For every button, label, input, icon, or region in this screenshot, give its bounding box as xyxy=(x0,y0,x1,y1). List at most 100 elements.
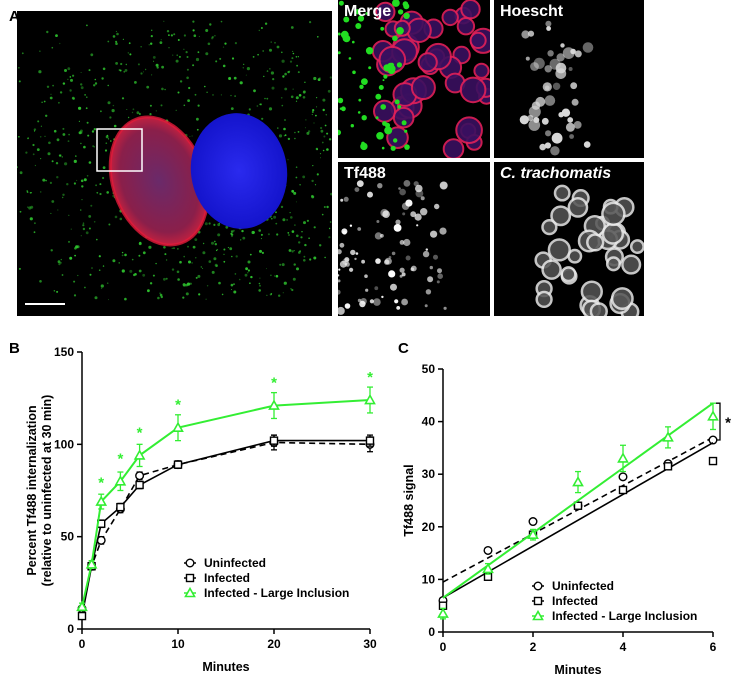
green-speck xyxy=(172,54,174,56)
green-speck xyxy=(177,248,179,250)
green-speck xyxy=(58,263,61,266)
green-speck xyxy=(111,109,115,113)
tf488-spot xyxy=(405,255,411,261)
green-speck xyxy=(290,288,292,290)
green-speck xyxy=(175,59,179,63)
green-speck xyxy=(219,57,222,60)
green-speck xyxy=(149,113,152,116)
data-point-triangle xyxy=(532,609,544,621)
green-speck xyxy=(18,267,21,270)
green-speck xyxy=(33,128,37,131)
tf488-spot xyxy=(338,274,340,277)
green-speck xyxy=(88,227,91,230)
hoescht-spot xyxy=(555,68,567,79)
panel-letter-a: A xyxy=(9,8,20,25)
tf488-spot xyxy=(376,220,380,223)
green-speck xyxy=(324,124,327,127)
legend-label: Infected - Large Inclusion xyxy=(204,586,349,600)
green-speck xyxy=(134,81,137,84)
green-speck xyxy=(191,135,193,137)
hoescht-spot xyxy=(535,96,546,107)
green-speck xyxy=(59,42,61,45)
green-speck xyxy=(322,98,326,102)
green-speck xyxy=(302,90,306,94)
green-speck xyxy=(101,287,103,289)
tf488-spot xyxy=(410,211,417,218)
green-speck xyxy=(214,34,216,37)
green-speck xyxy=(279,263,282,266)
merge-green-speck xyxy=(365,47,374,55)
green-speck xyxy=(21,52,24,55)
green-speck xyxy=(39,136,42,138)
green-speck xyxy=(163,246,166,249)
green-speck xyxy=(39,191,42,193)
green-speck xyxy=(74,254,76,257)
green-speck xyxy=(55,34,58,37)
green-speck xyxy=(161,65,165,69)
green-speck xyxy=(233,229,235,232)
green-speck xyxy=(67,140,70,143)
green-speck xyxy=(129,269,133,273)
green-speck xyxy=(80,235,82,237)
green-speck xyxy=(297,71,300,74)
green-speck xyxy=(115,62,118,65)
merge-green-speck xyxy=(401,120,407,126)
green-speck xyxy=(327,89,331,93)
green-speck xyxy=(78,120,80,122)
green-speck xyxy=(85,107,88,110)
green-speck xyxy=(208,222,211,225)
green-speck xyxy=(164,88,166,91)
green-speck xyxy=(68,240,70,243)
data-point-triangle xyxy=(95,495,108,506)
green-speck xyxy=(306,219,309,222)
green-speck xyxy=(295,56,298,58)
green-speck xyxy=(27,137,29,139)
legend-label: Uninfected xyxy=(552,579,614,593)
panel-letter-b: B xyxy=(9,340,20,357)
green-speck xyxy=(73,182,76,185)
green-speck xyxy=(260,27,263,29)
merge-green-speck xyxy=(381,146,385,150)
data-point-circle xyxy=(185,558,195,568)
merge-image xyxy=(338,0,490,158)
green-speck xyxy=(37,120,40,123)
data-point-triangle xyxy=(268,399,280,410)
series-triangle xyxy=(76,386,376,612)
tf488-spot xyxy=(388,270,396,278)
green-speck xyxy=(204,85,206,88)
green-speck xyxy=(267,233,270,236)
ctrachomatis-body xyxy=(567,197,589,218)
green-speck xyxy=(211,241,214,245)
green-speck xyxy=(263,75,265,78)
green-speck xyxy=(282,218,286,222)
green-speck xyxy=(155,63,159,67)
green-speck xyxy=(281,51,283,54)
green-speck xyxy=(223,253,225,255)
green-speck xyxy=(185,51,188,54)
green-speck xyxy=(163,277,166,281)
tf488-spot xyxy=(339,242,345,248)
green-speck xyxy=(151,29,153,31)
green-speck xyxy=(80,179,84,183)
green-speck xyxy=(18,67,20,69)
data-point-triangle xyxy=(662,431,674,442)
green-speck xyxy=(330,192,332,196)
green-speck xyxy=(121,254,124,257)
green-speck xyxy=(73,159,77,163)
data-point-triangle xyxy=(617,452,629,463)
ctrachomatis-body xyxy=(601,222,625,245)
green-speck xyxy=(151,74,153,76)
green-speck xyxy=(89,273,92,276)
tf488-spot xyxy=(437,273,443,279)
green-speck xyxy=(215,60,218,63)
green-speck xyxy=(328,236,331,239)
data-point-square xyxy=(116,502,125,512)
green-speck xyxy=(197,274,201,278)
green-speck xyxy=(244,273,248,277)
green-speck xyxy=(293,191,297,195)
green-speck xyxy=(131,258,134,261)
green-speck xyxy=(148,44,150,46)
green-speck xyxy=(214,243,217,246)
green-speck xyxy=(290,95,294,99)
green-speck xyxy=(202,251,206,255)
